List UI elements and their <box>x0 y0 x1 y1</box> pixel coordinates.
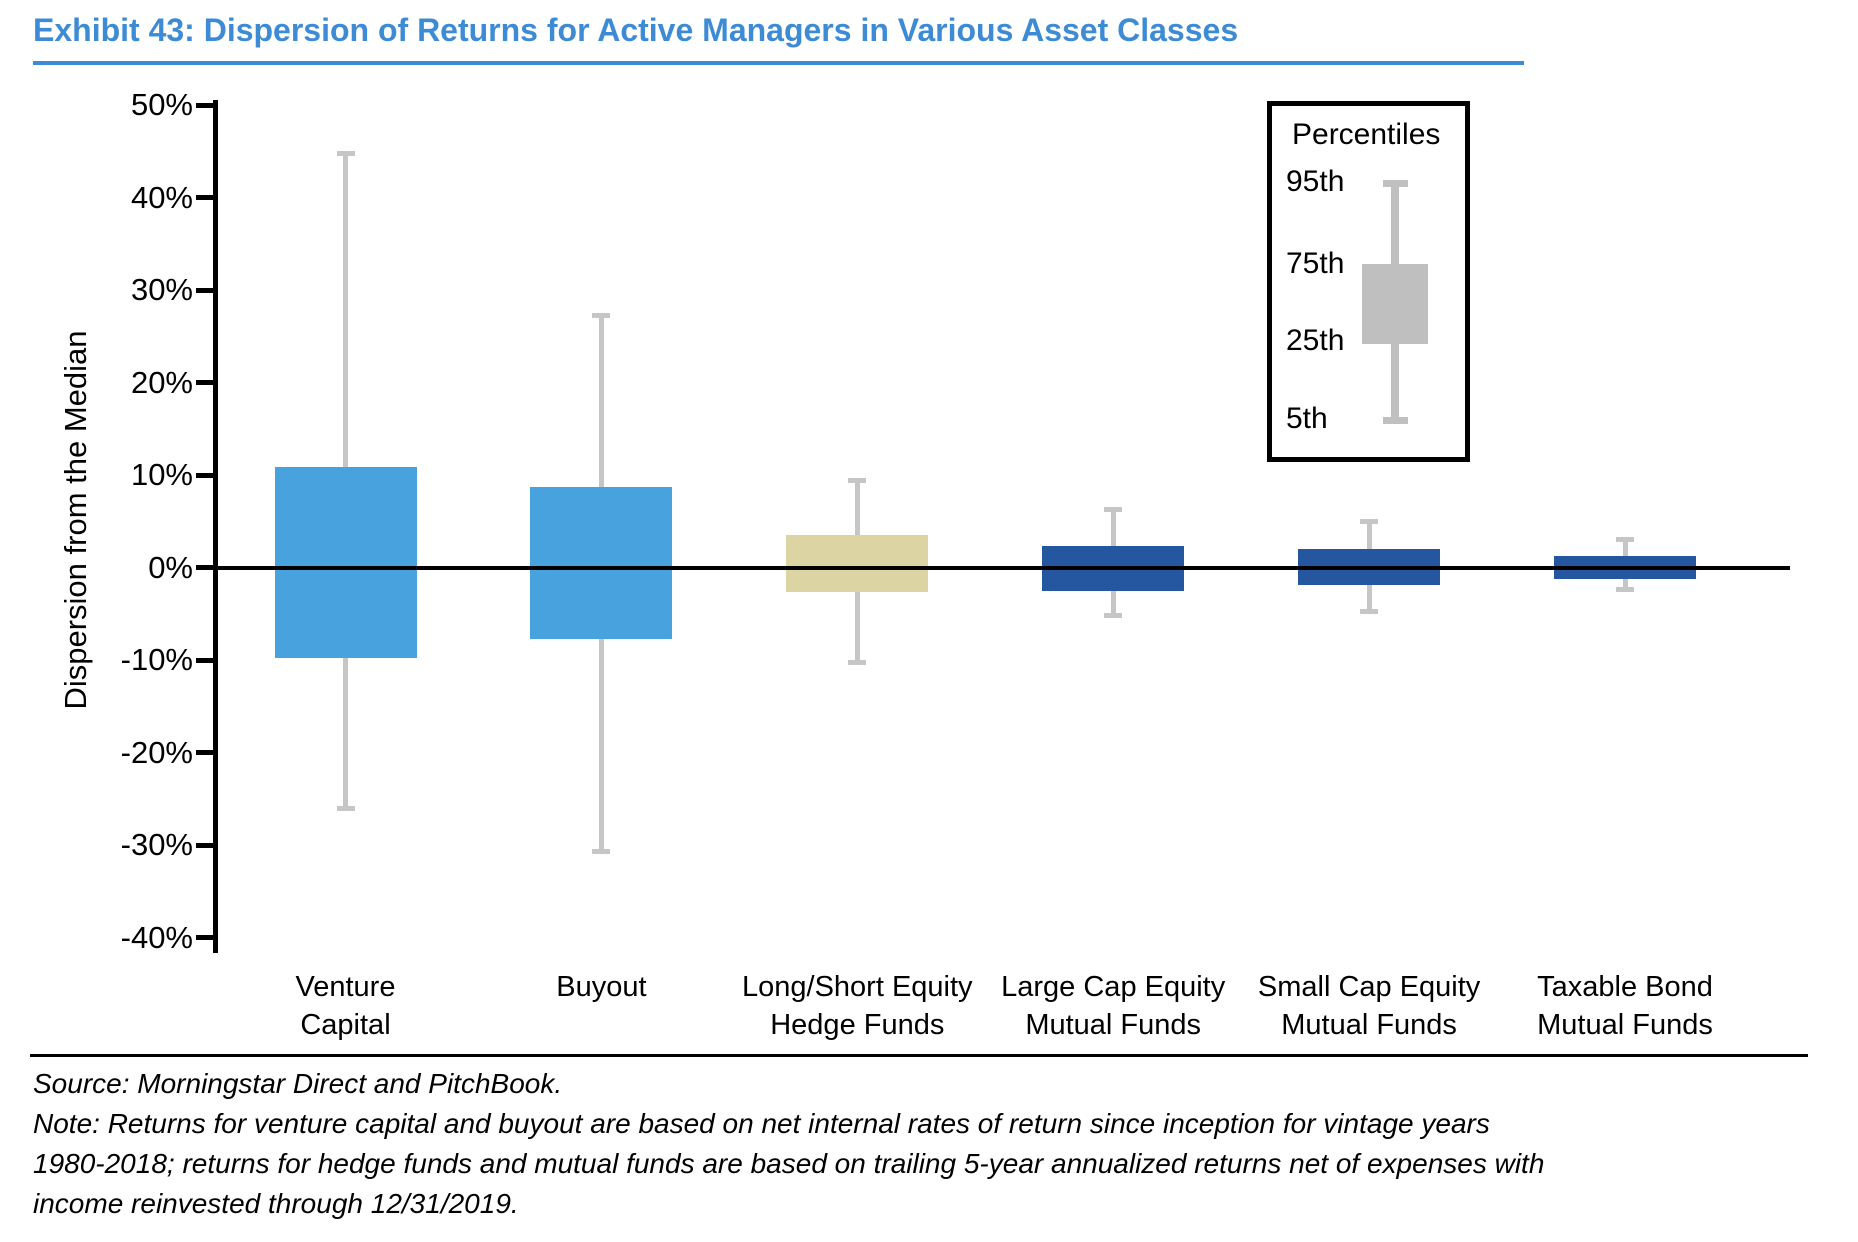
zero-baseline <box>213 565 1790 570</box>
percentile-box <box>274 466 417 659</box>
y-tick-label: 20% <box>130 364 193 400</box>
category-label-line: Mutual Funds <box>1025 1009 1202 1041</box>
y-tick-mark <box>196 842 213 848</box>
y-tick-mark <box>196 750 213 755</box>
category-label-line: Mutual Funds <box>1281 1009 1457 1041</box>
category-label-line: Capital <box>300 1009 391 1041</box>
whisker-cap-95th <box>848 478 867 484</box>
y-tick-label: 10% <box>130 457 193 492</box>
y-tick-label: -40% <box>120 919 193 955</box>
category-label-line: Buyout <box>556 971 647 1003</box>
y-tick-label: -30% <box>120 827 193 862</box>
whisker-cap-5th <box>1360 609 1379 615</box>
whisker-cap-95th <box>1360 518 1379 524</box>
y-tick-label: 50% <box>130 87 193 122</box>
y-tick-mark <box>196 380 213 385</box>
y-tick-label: 0% <box>148 549 193 585</box>
legend-entry-75th: 75th <box>1286 247 1345 280</box>
category-label-line: Hedge Funds <box>770 1009 945 1041</box>
y-tick-label: -10% <box>120 642 193 677</box>
whisker-cap-5th <box>1616 587 1634 593</box>
source-note: Source: Morningstar Direct and PitchBook… <box>33 1068 563 1099</box>
category-label-line: Venture <box>295 971 396 1003</box>
y-tick-mark <box>196 935 213 940</box>
legend-whisker-cap-5th <box>1382 416 1408 424</box>
category-label: Large Cap Equity Mutual Funds <box>963 968 1263 1044</box>
legend-box <box>1362 264 1428 344</box>
legend-entry-25th: 25th <box>1286 324 1345 357</box>
whisker-cap-5th <box>592 848 611 854</box>
y-tick-mark <box>196 657 213 663</box>
category-label: Taxable Bond Mutual Funds <box>1475 968 1775 1044</box>
y-tick-label: 40% <box>130 179 193 215</box>
y-tick-mark <box>196 195 213 200</box>
y-tick-mark <box>196 565 213 570</box>
legend-entry-95th: 95th <box>1286 165 1345 198</box>
whisker-cap-5th <box>1104 613 1123 619</box>
legend-whisker-cap-95th <box>1382 179 1408 187</box>
footer-notes: Source: Morningstar Direct and PitchBook… <box>33 1064 1544 1224</box>
note-text: Note: Returns for venture capital and bu… <box>33 1104 1544 1224</box>
whisker-cap-5th <box>336 805 355 811</box>
category-label: Long/Short Equity Hedge Funds <box>707 968 1007 1044</box>
y-tick-label: -20% <box>120 734 193 770</box>
whisker-cap-5th <box>848 660 867 666</box>
whisker-cap-95th <box>592 313 611 319</box>
y-tick-mark <box>196 472 213 478</box>
category-label: Buyout <box>451 968 751 1006</box>
whisker-cap-95th <box>1616 537 1634 543</box>
exhibit-title: Exhibit 43: Dispersion of Returns for Ac… <box>33 12 1239 48</box>
category-label-line: Mutual Funds <box>1537 1009 1713 1041</box>
whisker-cap-95th <box>1104 506 1123 512</box>
legend-entry-5th: 5th <box>1286 402 1328 435</box>
category-label-line: Small Cap Equity <box>1257 971 1481 1003</box>
y-tick-label: 30% <box>130 272 193 307</box>
legend-title: Percentiles <box>1292 118 1441 151</box>
percentile-box <box>786 535 929 593</box>
percentile-box <box>530 487 673 639</box>
note-line: 1980-2018; returns for hedge funds and m… <box>33 1148 1545 1179</box>
category-label-line: Long/Short Equity <box>742 971 973 1003</box>
y-tick-mark <box>196 287 213 293</box>
category-label: Small Cap Equity Mutual Funds <box>1219 968 1519 1044</box>
title-underline <box>33 61 1524 65</box>
note-line: Note: Returns for venture capital and bu… <box>33 1108 1490 1139</box>
footer-divider <box>30 1054 1808 1057</box>
category-label-line: Taxable Bond <box>1537 971 1713 1003</box>
y-tick-mark <box>196 102 213 108</box>
y-axis-line <box>213 100 218 953</box>
note-line: income reinvested through 12/31/2019. <box>33 1188 519 1219</box>
category-label: Venture Capital <box>196 968 496 1044</box>
whisker-cap-95th <box>336 150 355 156</box>
percentiles-legend: Percentiles 95th 75th 25th 5th <box>1267 101 1470 462</box>
category-label-line: Large Cap Equity <box>1001 971 1226 1003</box>
